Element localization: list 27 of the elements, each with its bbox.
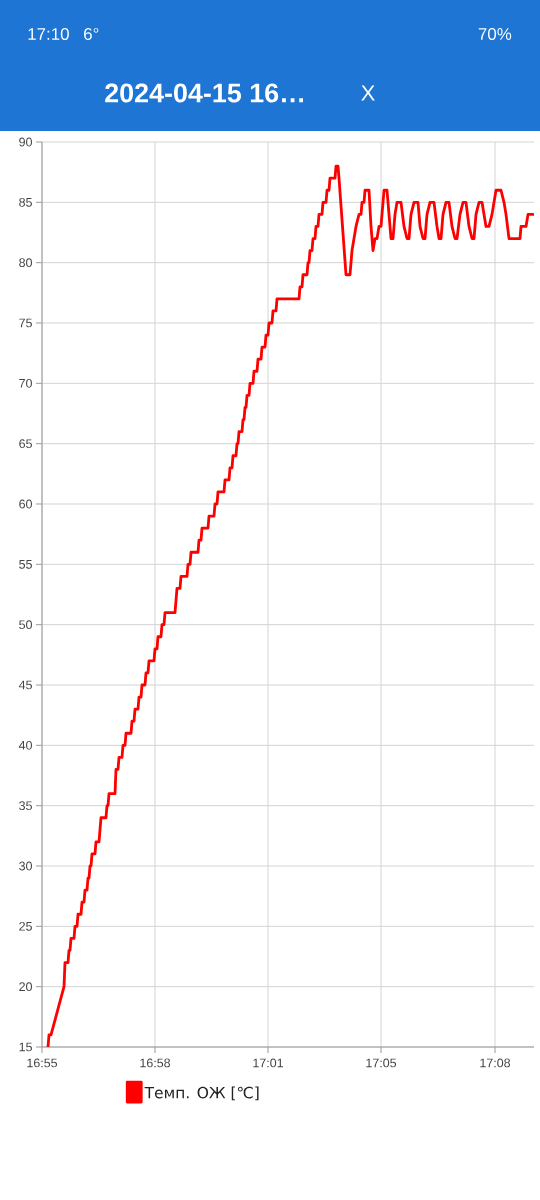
y-tick-label: 15 (19, 1042, 32, 1052)
text: 6° (84, 27, 99, 40)
text: 17:10 (28, 27, 69, 40)
x-tick-label: 16:55 (27, 1058, 58, 1068)
y-tick-label: 25 (19, 921, 32, 931)
y-tick-label: 80 (19, 258, 32, 268)
y-tick-label: 40 (18, 740, 32, 750)
y-tick-label: 35 (19, 801, 32, 811)
y-tick-label: 70 (19, 378, 32, 388)
y-tick-label: 65 (19, 439, 32, 449)
y-tick-label: 20 (19, 982, 32, 992)
y-tick-label: 60 (19, 499, 32, 509)
x-tick-label: 17:01 (253, 1058, 283, 1068)
text: 70% (478, 27, 512, 40)
x-tick-label: 17:05 (366, 1058, 397, 1068)
y-tick-label: 30 (19, 861, 32, 871)
y-tick-label: 45 (18, 680, 32, 690)
y-tick-label: 90 (19, 137, 32, 147)
y-tick-label: 85 (19, 197, 32, 207)
y-tick-label: 75 (19, 318, 32, 328)
y-tick-label: 55 (19, 559, 32, 569)
x-tick-label: 17:08 (480, 1058, 511, 1068)
chart-title: 2024-04-15 16… (105, 83, 303, 103)
x-tick-label: 16:58 (140, 1058, 171, 1068)
y-tick-label: 50 (19, 620, 32, 630)
text: X (361, 85, 375, 101)
legend-label: Темп. ОЖ [℃] (144, 1086, 259, 1101)
